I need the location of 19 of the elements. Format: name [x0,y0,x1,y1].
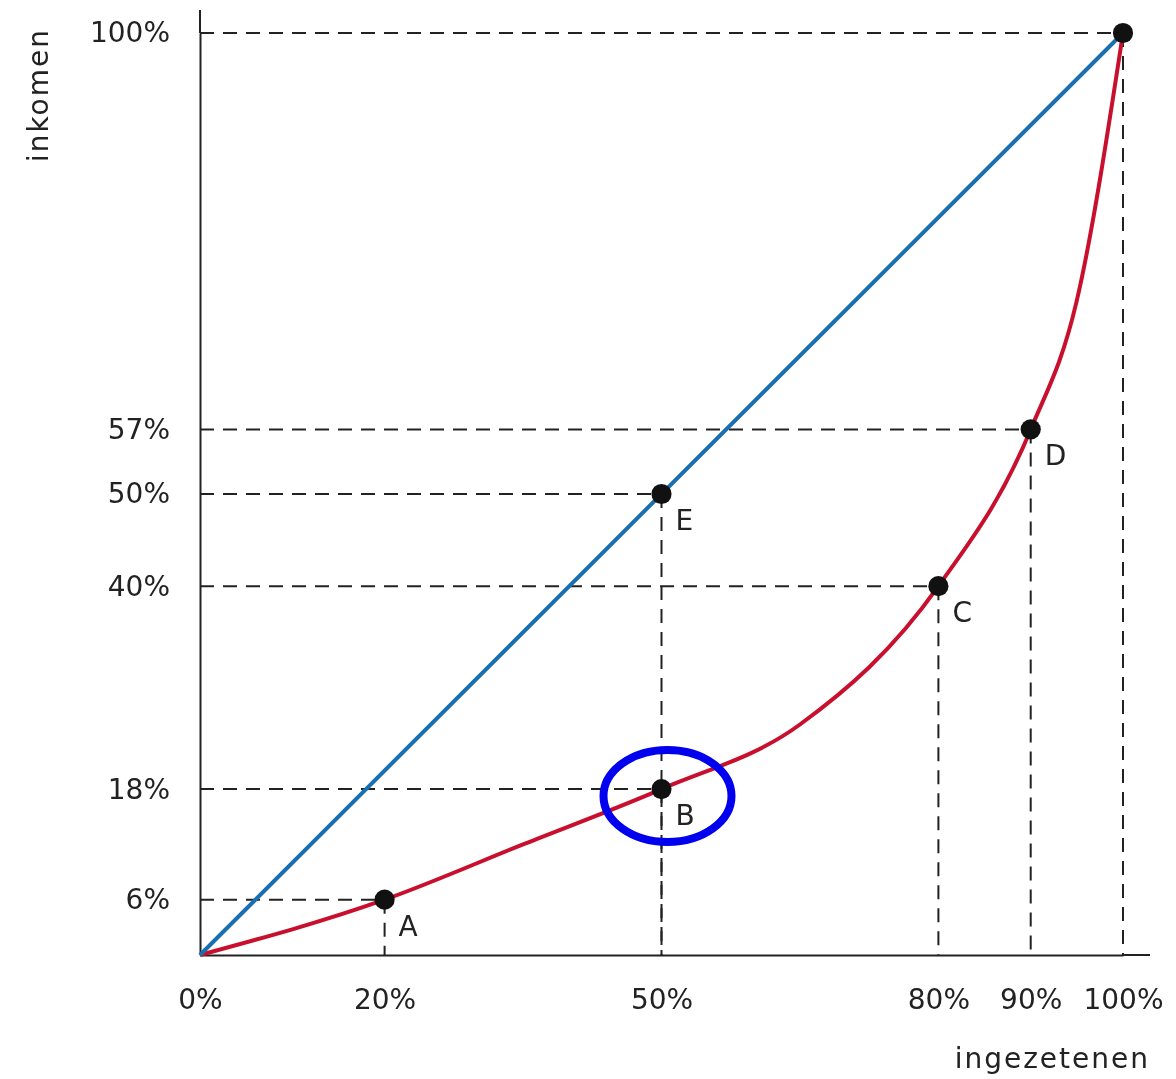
annotation: D [1044,439,1067,473]
y-tick-label: 100% [89,16,170,50]
annotation: E [675,504,694,537]
y-tick-label: 18% [107,772,170,806]
y-tick-label: 40% [107,569,170,603]
annotation: C [952,596,972,630]
x-tick-label: 80% [907,982,971,1016]
x-axis-title: ingezetenen [954,1042,1150,1075]
x-tick-label: 100% [1083,982,1164,1016]
x-tick-label: 50% [630,982,694,1016]
y-tick-label: 6% [125,883,170,917]
annotation: A [398,909,418,943]
annotation: B [675,799,695,833]
x-tick-label: 90% [1000,982,1063,1016]
y-axis-title: inkomen [22,28,55,163]
y-tick-label: 57% [107,412,170,446]
y-tick-label: 50% [107,477,170,511]
x-tick-label: 0% [178,982,223,1016]
x-tick-label: 20% [353,982,417,1016]
